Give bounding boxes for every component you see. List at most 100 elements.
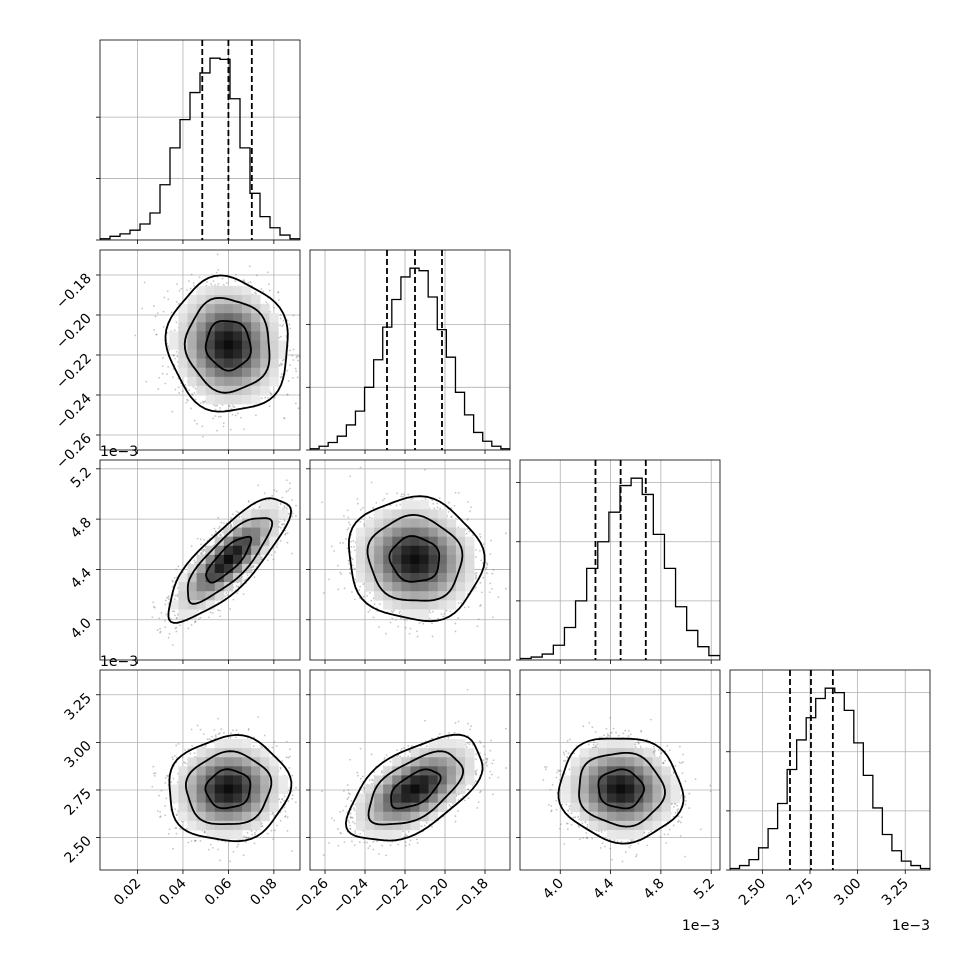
sample-point xyxy=(286,393,289,396)
sample-point xyxy=(479,604,482,606)
density-cell xyxy=(187,563,197,574)
sample-point xyxy=(482,576,485,579)
density-cell xyxy=(419,554,429,565)
sample-point xyxy=(291,499,294,502)
density-cell xyxy=(196,748,206,758)
sample-point xyxy=(202,400,204,403)
sample-point xyxy=(457,602,460,604)
density-cell xyxy=(437,518,448,528)
sample-point xyxy=(164,603,167,606)
sample-point xyxy=(466,688,469,691)
sample-point xyxy=(287,380,290,382)
density-cell xyxy=(214,285,225,296)
density-cell xyxy=(196,322,206,332)
sample-point xyxy=(475,773,477,776)
density-cell xyxy=(260,358,270,369)
sample-point xyxy=(191,394,194,396)
density-cell xyxy=(251,545,261,556)
sample-point xyxy=(345,538,347,540)
sample-point xyxy=(167,345,170,348)
density-cell xyxy=(269,349,279,359)
sample-point xyxy=(288,323,291,326)
sample-point xyxy=(316,482,318,484)
sample-point xyxy=(432,502,435,505)
sample-point xyxy=(383,497,386,500)
density-cell xyxy=(446,554,457,565)
sample-point xyxy=(479,533,481,536)
sample-point xyxy=(383,757,386,759)
density-cell xyxy=(401,600,411,610)
density-cell xyxy=(242,395,252,405)
sample-point xyxy=(292,348,295,351)
density-cell xyxy=(251,322,261,332)
sample-point xyxy=(436,502,439,505)
density-cell xyxy=(223,563,234,574)
sample-point xyxy=(428,609,431,612)
density-cell xyxy=(260,322,270,332)
sample-point xyxy=(381,844,384,847)
sample-point xyxy=(359,508,362,511)
sample-point xyxy=(416,635,419,638)
density-cell xyxy=(401,509,411,519)
sample-point xyxy=(397,625,400,628)
sample-point xyxy=(172,758,174,761)
sample-point xyxy=(171,579,174,582)
sample-point xyxy=(400,747,403,750)
density-cell xyxy=(374,509,384,519)
density-cell xyxy=(419,582,429,592)
sample-point xyxy=(424,740,427,743)
histogram-bin xyxy=(901,861,911,870)
density-cell xyxy=(374,545,384,556)
sample-point xyxy=(161,365,164,368)
sample-point xyxy=(437,617,440,620)
density-cell xyxy=(178,573,188,583)
sample-point xyxy=(301,772,303,774)
sample-point xyxy=(252,564,255,567)
sample-point xyxy=(200,551,203,554)
density-cell xyxy=(232,829,243,840)
sample-point xyxy=(396,749,399,752)
density-cell xyxy=(260,331,270,341)
sample-point xyxy=(173,755,176,757)
density-cell xyxy=(178,358,188,369)
sample-point xyxy=(277,291,280,293)
density-cell xyxy=(410,545,420,556)
sample-point xyxy=(330,817,333,820)
sample-point xyxy=(423,824,426,827)
density-cell xyxy=(251,802,261,813)
sample-point xyxy=(197,618,200,621)
sample-point xyxy=(436,506,439,509)
density-cell xyxy=(251,793,261,803)
sample-point xyxy=(403,835,406,838)
sample-point xyxy=(288,487,291,490)
sample-point xyxy=(164,782,167,784)
density-cell xyxy=(260,304,270,314)
sample-point xyxy=(257,484,260,487)
sample-point xyxy=(254,291,256,294)
sample-point xyxy=(179,828,182,830)
density-cell xyxy=(232,536,243,547)
sample-point xyxy=(279,767,282,770)
sample-point xyxy=(351,564,354,567)
density-cell xyxy=(419,591,429,601)
sample-point xyxy=(152,605,155,608)
sample-point xyxy=(207,616,210,619)
density-cell xyxy=(223,748,234,758)
density-cell xyxy=(223,766,234,776)
density-cell xyxy=(242,509,252,519)
sample-point xyxy=(206,738,209,741)
sample-point xyxy=(251,566,254,569)
sample-point xyxy=(359,585,362,588)
sample-point xyxy=(263,492,266,495)
sample-point xyxy=(440,613,443,616)
density-cell xyxy=(419,600,429,610)
sample-point xyxy=(467,500,469,503)
sample-point xyxy=(267,283,270,286)
sample-point xyxy=(349,812,352,815)
sample-point xyxy=(297,359,299,362)
sample-point xyxy=(475,574,477,577)
density-frame xyxy=(99,669,301,871)
histogram-bin xyxy=(210,58,220,240)
sample-point xyxy=(145,380,148,383)
sample-point xyxy=(415,630,418,633)
